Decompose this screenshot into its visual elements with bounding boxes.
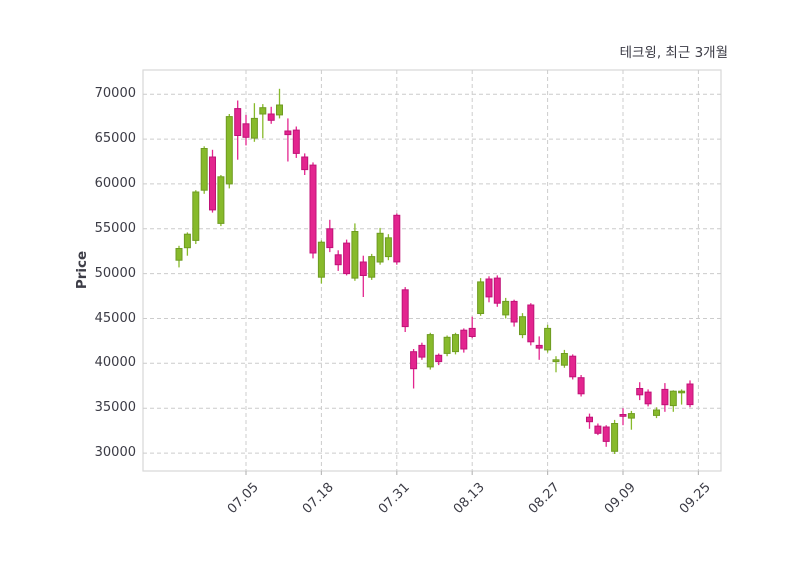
candle-body <box>552 359 560 363</box>
candle-body <box>661 388 669 406</box>
candle-body <box>183 233 191 249</box>
candle-body <box>560 353 568 366</box>
candle-body <box>276 104 283 116</box>
candle-body <box>326 228 334 249</box>
candle-body <box>594 425 602 434</box>
candle-body <box>485 278 493 298</box>
y-tick-label: 60000 <box>94 175 136 191</box>
candle-body <box>351 231 359 279</box>
candle-body <box>644 391 652 405</box>
candle-body <box>653 409 660 416</box>
candle-body <box>686 383 694 406</box>
candle-body <box>443 336 451 354</box>
candle-body <box>636 388 644 396</box>
candle-body <box>376 232 384 263</box>
y-tick-label: 35000 <box>94 400 136 416</box>
candle-body <box>359 261 367 276</box>
candle-body <box>192 191 200 241</box>
y-tick-label: 70000 <box>94 86 136 102</box>
candle-body <box>175 248 183 261</box>
chart-title: 테크윙, 최근 3개월 <box>619 45 728 61</box>
y-tick-label: 50000 <box>94 265 136 281</box>
plot-border <box>142 69 722 472</box>
candle-body <box>611 423 619 452</box>
candle-body <box>343 242 351 275</box>
candle-body <box>510 300 518 323</box>
candle-body <box>544 327 552 351</box>
candle-body <box>317 241 325 278</box>
candle-body <box>217 176 225 224</box>
candle-body <box>259 107 267 115</box>
candle-body <box>384 237 392 258</box>
candle-body <box>678 390 686 394</box>
candle-body <box>334 254 342 266</box>
candle-body <box>267 113 275 121</box>
candle-body <box>502 300 510 316</box>
y-tick-label: 55000 <box>94 220 136 236</box>
candle-body <box>410 351 418 370</box>
candle-body <box>527 304 535 343</box>
candle-body <box>200 148 208 191</box>
y-tick-label: 40000 <box>94 355 136 371</box>
candle-body <box>435 354 443 363</box>
candle-body <box>627 413 635 419</box>
candle-body <box>535 344 543 349</box>
candle-body <box>452 334 459 353</box>
candle-body <box>577 377 585 395</box>
candle-body <box>225 116 233 185</box>
candle-body <box>368 256 376 278</box>
candle-body <box>209 156 216 211</box>
candle-body <box>234 108 242 136</box>
candle-body <box>619 414 627 417</box>
candle-body <box>284 130 292 136</box>
candle-body <box>493 277 501 304</box>
y-tick-label: 30000 <box>94 445 136 461</box>
candle-body <box>569 355 577 378</box>
y-tick-label: 65000 <box>94 131 136 147</box>
candle-body <box>426 334 434 368</box>
y-tick-label: 45000 <box>94 310 136 326</box>
candle-body <box>602 426 610 442</box>
candle-body <box>519 316 526 336</box>
candle-body <box>418 344 426 358</box>
candle-body <box>393 214 401 263</box>
candle-body <box>586 416 593 423</box>
candle-body <box>468 327 476 337</box>
candle-body <box>669 390 677 407</box>
candle-body <box>460 329 468 350</box>
candle-body <box>242 123 250 138</box>
candle-body <box>292 129 300 154</box>
candle-body <box>401 289 409 328</box>
candle-body <box>250 117 258 139</box>
candle-body <box>301 156 309 171</box>
candle-body <box>477 281 485 314</box>
candle-body <box>309 164 317 254</box>
